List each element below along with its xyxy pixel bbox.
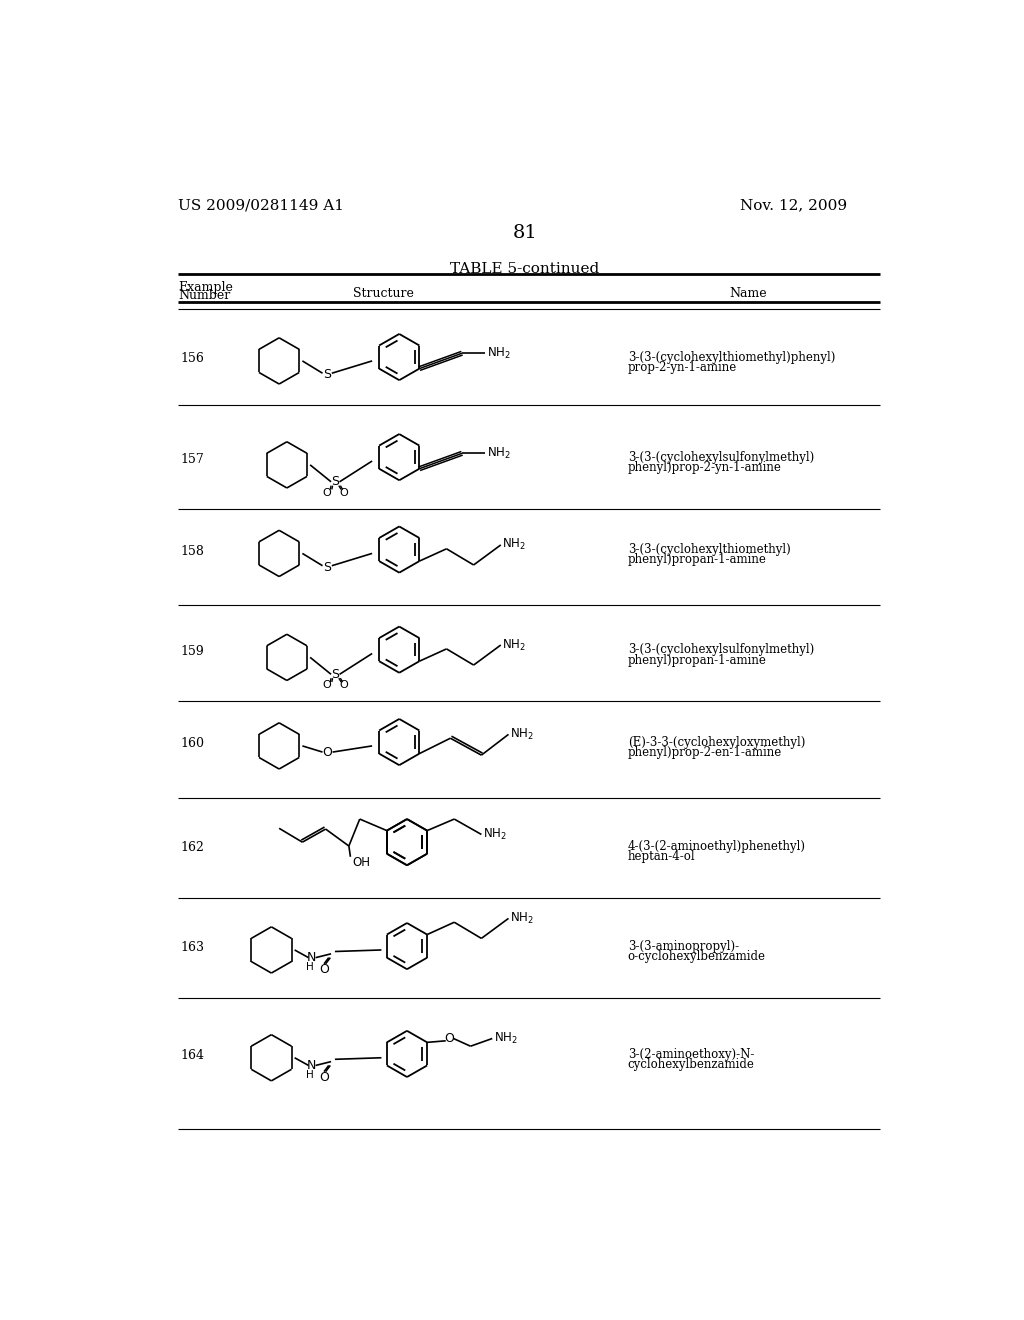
Text: O: O	[323, 746, 332, 759]
Text: Structure: Structure	[353, 286, 414, 300]
Text: O: O	[340, 487, 348, 498]
Text: 158: 158	[180, 545, 205, 558]
Text: N: N	[307, 952, 316, 964]
Text: phenyl)propan-1-amine: phenyl)propan-1-amine	[628, 653, 767, 667]
Text: phenyl)propan-1-amine: phenyl)propan-1-amine	[628, 553, 767, 566]
Text: O: O	[319, 1072, 329, 1084]
Text: 156: 156	[180, 352, 205, 366]
Text: 159: 159	[180, 645, 205, 659]
Text: Name: Name	[729, 286, 767, 300]
Text: O: O	[340, 680, 348, 690]
Text: NH$_2$: NH$_2$	[494, 1031, 517, 1045]
Text: N: N	[307, 1059, 316, 1072]
Text: H: H	[306, 1069, 314, 1080]
Text: cyclohexylbenzamide: cyclohexylbenzamide	[628, 1057, 755, 1071]
Text: 163: 163	[180, 941, 205, 954]
Text: NH$_2$: NH$_2$	[486, 346, 511, 360]
Text: NH$_2$: NH$_2$	[503, 638, 526, 652]
Text: NH$_2$: NH$_2$	[503, 537, 526, 553]
Text: NH$_2$: NH$_2$	[486, 446, 511, 461]
Text: phenyl)prop-2-en-1-amine: phenyl)prop-2-en-1-amine	[628, 746, 782, 759]
Text: (E)-3-3-(cyclohexyloxymethyl): (E)-3-3-(cyclohexyloxymethyl)	[628, 737, 805, 748]
Text: 81: 81	[512, 224, 538, 242]
Text: S: S	[331, 475, 339, 488]
Text: O: O	[323, 487, 332, 498]
Text: 160: 160	[180, 738, 205, 751]
Text: O: O	[319, 964, 329, 977]
Text: O: O	[443, 1032, 454, 1045]
Text: OH: OH	[352, 857, 371, 870]
Text: prop-2-yn-1-amine: prop-2-yn-1-amine	[628, 360, 737, 374]
Text: NH$_2$: NH$_2$	[483, 826, 507, 842]
Text: o-cyclohexylbenzamide: o-cyclohexylbenzamide	[628, 950, 766, 964]
Text: 3-(3-(cyclohexylthiomethyl)phenyl): 3-(3-(cyclohexylthiomethyl)phenyl)	[628, 351, 836, 364]
Text: 162: 162	[180, 841, 205, 854]
Text: 3-(3-(cyclohexylsulfonylmethyl): 3-(3-(cyclohexylsulfonylmethyl)	[628, 644, 814, 656]
Text: 3-(3-(cyclohexylthiomethyl): 3-(3-(cyclohexylthiomethyl)	[628, 544, 791, 557]
Text: Number: Number	[178, 289, 230, 302]
Text: S: S	[324, 561, 331, 574]
Text: 3-(3-(cyclohexylsulfonylmethyl): 3-(3-(cyclohexylsulfonylmethyl)	[628, 451, 814, 465]
Text: H: H	[306, 962, 314, 972]
Text: Nov. 12, 2009: Nov. 12, 2009	[740, 198, 848, 213]
Text: O: O	[323, 680, 332, 690]
Text: 4-(3-(2-aminoethyl)phenethyl): 4-(3-(2-aminoethyl)phenethyl)	[628, 840, 806, 853]
Text: S: S	[331, 668, 339, 681]
Text: 3-(2-aminoethoxy)-N-: 3-(2-aminoethoxy)-N-	[628, 1048, 755, 1061]
Text: Example: Example	[178, 281, 233, 294]
Text: NH$_2$: NH$_2$	[510, 911, 534, 925]
Text: 157: 157	[180, 453, 205, 466]
Text: S: S	[324, 368, 331, 381]
Text: NH$_2$: NH$_2$	[510, 727, 534, 742]
Text: TABLE 5-continued: TABLE 5-continued	[451, 263, 599, 276]
Text: 3-(3-aminopropyl)-: 3-(3-aminopropyl)-	[628, 940, 739, 953]
Text: phenyl)prop-2-yn-1-amine: phenyl)prop-2-yn-1-amine	[628, 461, 781, 474]
Text: US 2009/0281149 A1: US 2009/0281149 A1	[178, 198, 344, 213]
Text: heptan-4-ol: heptan-4-ol	[628, 850, 695, 863]
Text: 164: 164	[180, 1049, 205, 1063]
